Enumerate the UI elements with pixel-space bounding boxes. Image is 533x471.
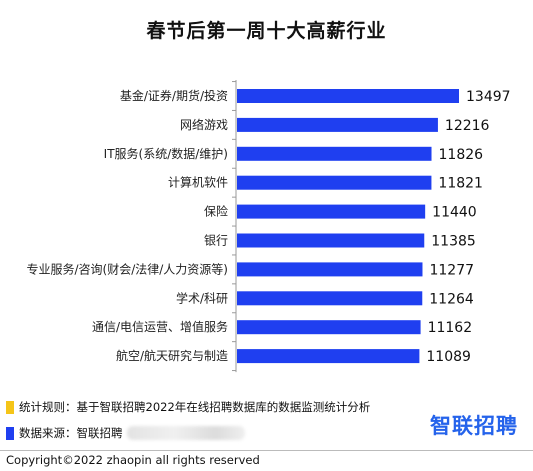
bar: [237, 146, 432, 161]
blurred-region: [126, 426, 245, 440]
bar: [237, 262, 423, 277]
bar: [237, 291, 423, 306]
category-label: IT服务(系统/数据/维护): [104, 146, 228, 161]
value-label: 13497: [466, 89, 511, 105]
category-label: 航空/航天研究与制造: [116, 348, 228, 363]
value-label: 11264: [429, 291, 474, 307]
value-label: 11385: [431, 234, 476, 250]
value-label: 11162: [428, 320, 473, 336]
value-label: 11821: [438, 176, 483, 192]
bar: [237, 320, 421, 335]
divider: [0, 450, 533, 451]
category-label: 基金/证券/期货/投资: [120, 88, 228, 103]
category-label: 网络游戏: [180, 117, 228, 132]
chart-title: 春节后第一周十大高薪行业: [146, 20, 387, 42]
statistics-rule-text: 统计规则：基于智联招聘2022年在线招聘数据库的数据监测统计分析: [19, 400, 371, 414]
category-label: 计算机软件: [168, 175, 228, 190]
bar: [237, 349, 420, 364]
value-label: 12216: [445, 118, 490, 134]
bar-chart: 基金/证券/期货/投资 13497 网络游戏 12216 IT服务(系统/数据/维护) 1…: [27, 80, 511, 373]
category-label: 银行: [204, 234, 228, 248]
statistics-rule-note: 统计规则：基于智联招聘2022年在线招聘数据库的数据监测统计分析: [6, 399, 370, 415]
value-label: 11277: [429, 262, 474, 278]
category-label: 学术/科研: [176, 290, 228, 305]
category-label: 专业服务/咨询(财会/法律/人力资源等): [27, 261, 229, 276]
data-source-text: 数据来源：智联招聘: [19, 426, 123, 440]
bar: [237, 233, 425, 248]
zhaopin-logo: 智联招聘: [430, 414, 518, 438]
data-source-note: 数据来源：智联招聘: [6, 425, 245, 441]
value-label: 11089: [426, 349, 471, 365]
blue-marker-icon: [6, 426, 14, 440]
value-label: 11826: [439, 147, 484, 163]
bar: [237, 175, 432, 190]
bar: [237, 204, 426, 219]
category-label: 通信/电信运营、增值服务: [92, 319, 228, 334]
bar: [237, 117, 438, 132]
bar: [237, 89, 459, 103]
copyright-text: Copyright©2022 zhaopin all rights reserv…: [6, 453, 260, 467]
yellow-marker-icon: [6, 400, 14, 414]
value-label: 11440: [432, 205, 477, 221]
category-label: 保险: [204, 204, 228, 219]
